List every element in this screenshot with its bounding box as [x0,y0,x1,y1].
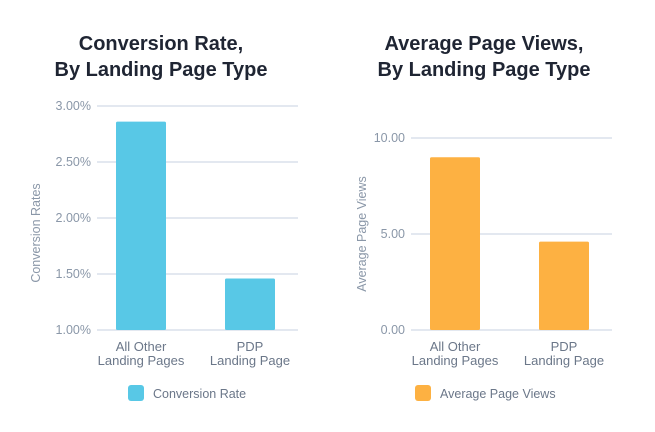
y-tick-label: 2.00% [56,211,91,225]
x-category-label: All Other [430,339,481,354]
x-category-label: Landing Page [524,353,604,368]
y-tick-label: 1.00% [56,323,91,337]
y-tick-label: 0.00 [381,323,405,337]
legend-label: Conversion Rate [153,387,246,401]
chart-title-line: Conversion Rate, [79,33,243,55]
bar [430,157,480,330]
bar [539,241,589,330]
y-tick-label: 3.00% [56,99,91,113]
chart-panel-2: Average Page Views, By Landing Page Type 0… [355,33,612,401]
x-category-label: Landing Pages [412,353,499,368]
legend-swatch [415,385,431,401]
bar [116,121,166,331]
chart-title-line: By Landing Page Type [55,59,268,81]
y-tick-label: 5.00 [381,227,405,241]
y-tick-label: 1.50% [56,267,91,281]
y-axis-label: Conversion Rates [29,183,43,282]
x-category-label: Landing Pages [98,353,185,368]
bar [225,278,275,330]
legend-label: Average Page Views [440,387,556,401]
y-tick-label: 2.50% [56,155,91,169]
x-category-label: PDP [551,339,578,354]
x-category-label: Landing Page [210,353,290,368]
x-category-label: All Other [116,339,167,354]
x-category-label: PDP [237,339,264,354]
legend-swatch [128,385,144,401]
legend: Average Page Views [415,385,556,401]
chart-title-line: By Landing Page Type [378,59,591,81]
chart-panel-1: Conversion Rate, By Landing Page Type 1.00… [29,33,298,401]
y-tick-label: 10.00 [374,131,405,145]
y-axis-label: Average Page Views [355,176,369,292]
legend: Conversion Rate [128,385,246,401]
chart-title-line: Average Page Views, [384,33,583,55]
